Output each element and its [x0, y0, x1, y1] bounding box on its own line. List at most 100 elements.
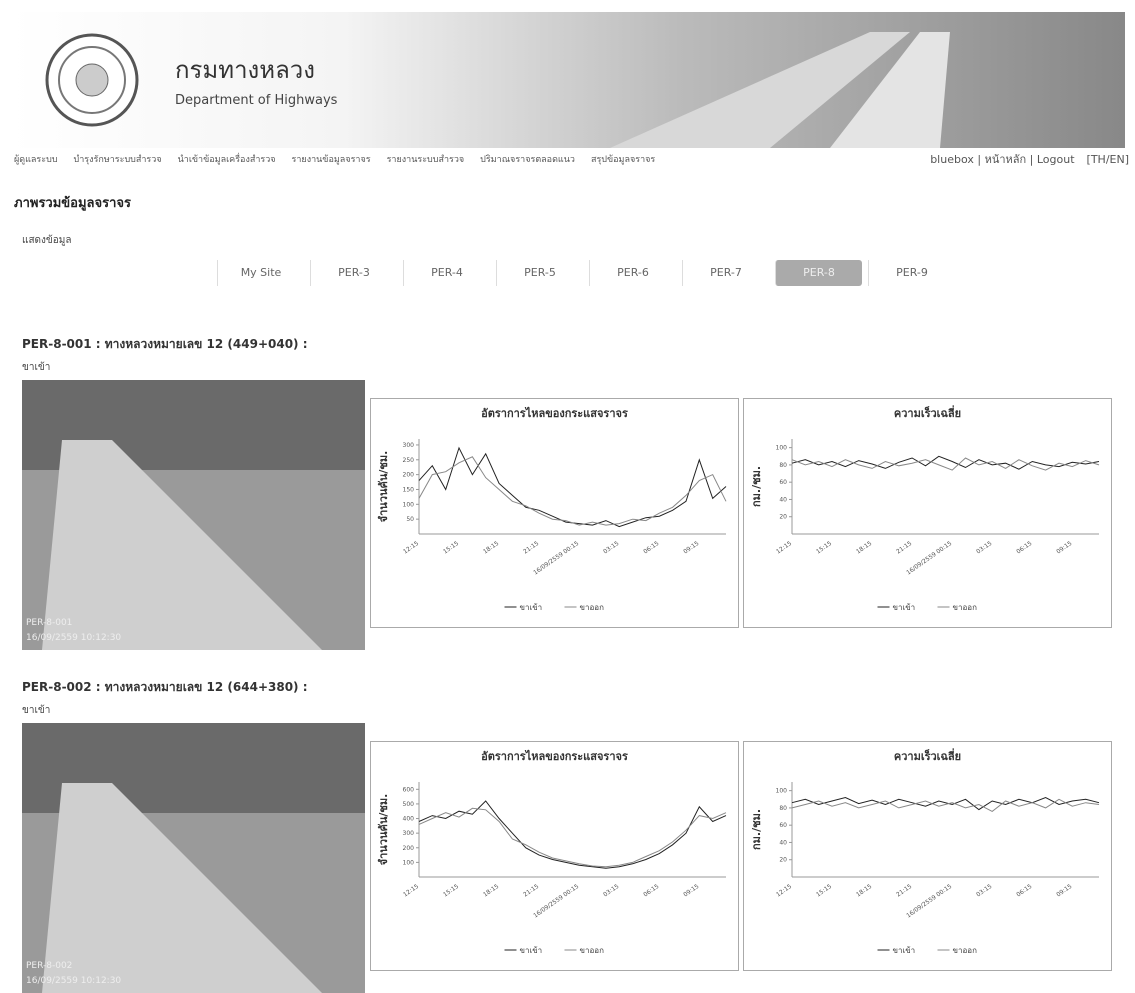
y-tick-label: 200: [403, 472, 415, 479]
x-tick-label: 03:15: [975, 883, 993, 899]
region-tab[interactable]: PER-7: [682, 260, 769, 286]
language-switch[interactable]: [TH/EN]: [1087, 153, 1129, 166]
legend-label: ขาออก: [580, 603, 605, 612]
x-tick-label: 03:15: [975, 540, 993, 556]
y-tick-label: 80: [779, 805, 787, 812]
x-tick-label: 21:15: [522, 883, 540, 899]
header-banner: กรมทางหลวง Department of Highways: [10, 12, 1125, 148]
series-line: [419, 801, 726, 868]
y-tick-label: 300: [403, 830, 415, 837]
y-tick-label: 200: [403, 845, 415, 852]
region-tab[interactable]: My Site: [217, 260, 304, 286]
chart-title: อัตราการไหลของกระแสจราจร: [481, 406, 628, 420]
site-title: PER-8-001 : ทางหลวงหมายเลข 12 (449+040) …: [22, 335, 308, 354]
x-tick-label: 15:15: [442, 883, 460, 899]
y-tick-label: 500: [403, 801, 415, 808]
x-tick-label: 06:15: [642, 883, 660, 899]
y-tick-label: 100: [776, 445, 788, 452]
legend-label: ขาออก: [953, 946, 978, 955]
x-tick-label: 06:15: [642, 540, 660, 556]
x-tick-label: 12:15: [402, 883, 420, 899]
x-tick-label: 09:15: [682, 540, 700, 556]
y-tick-label: 80: [779, 462, 787, 469]
y-tick-label: 50: [406, 516, 414, 523]
nav-item[interactable]: ปริมาณจราจรตลอดแนว: [480, 152, 575, 166]
region-tab[interactable]: PER-9: [868, 260, 955, 286]
region-tab[interactable]: PER-8: [775, 260, 862, 286]
x-tick-label: 03:15: [602, 540, 620, 556]
y-axis-label: จำนวนคัน/ชม.: [377, 451, 390, 523]
chart-panel: อัตราการไหลของกระแสจราจรจำนวนคัน/ชม. 50 10…: [370, 398, 739, 628]
y-tick-label: 60: [779, 822, 787, 829]
legend-label: ขาออก: [580, 946, 605, 955]
y-tick-label: 100: [403, 501, 415, 508]
y-tick-label: 100: [776, 788, 788, 795]
chart-title: อัตราการไหลของกระแสจราจร: [481, 749, 628, 763]
x-tick-label: 12:15: [402, 540, 420, 556]
x-tick-label: 09:15: [1055, 883, 1073, 899]
x-tick-label: 21:15: [895, 883, 913, 899]
y-tick-label: 600: [403, 786, 415, 793]
region-tab[interactable]: PER-4: [403, 260, 490, 286]
user-links[interactable]: bluebox | หน้าหลัก | Logout: [930, 150, 1074, 168]
camera-image: PER-8-001 16/09/2559 10:12:30: [22, 380, 365, 650]
x-tick-label: 09:15: [682, 883, 700, 899]
nav-bar: ผู้ดูแลระบบ บำรุงรักษาระบบสำรวจ นำเข้าข้อม…: [14, 150, 1129, 168]
nav-item[interactable]: สรุปข้อมูลจราจร: [591, 152, 655, 166]
y-tick-label: 40: [779, 839, 787, 846]
legend-label: ขาเข้า: [893, 603, 916, 612]
nav-item[interactable]: นำเข้าข้อมูลเครื่องสำรวจ: [178, 152, 276, 166]
chart: อัตราการไหลของกระแสจราจรจำนวนคัน/ชม.1002…: [371, 742, 738, 970]
camera-image: PER-8-00216/09/2559 10:12:30: [22, 723, 365, 993]
camera-id: PER-8-002: [26, 961, 72, 971]
region-tab[interactable]: PER-6: [589, 260, 676, 286]
x-tick-label: 06:15: [1015, 883, 1033, 899]
x-tick-label: 03:15: [602, 883, 620, 899]
chart-title: ความเร็วเฉลี่ย: [894, 405, 961, 420]
series-line: [419, 808, 726, 867]
direction-label: ขาเข้า: [22, 360, 50, 375]
legend-label: ขาเข้า: [520, 946, 543, 955]
nav-item[interactable]: รายงานระบบสำรวจ: [387, 152, 465, 166]
site-title: PER-8-002 : ทางหลวงหมายเลข 12 (644+380) …: [22, 678, 308, 697]
chart-panel: ความเร็วเฉลี่ยกม./ชม. 20 40 60 80 100 12:15 15:…: [743, 398, 1112, 628]
x-tick-label: 18:15: [855, 540, 873, 556]
legend-label: ขาเข้า: [520, 603, 543, 612]
y-tick-label: 300: [403, 442, 415, 449]
x-tick-label: 18:15: [482, 883, 500, 899]
x-tick-label: 21:15: [895, 540, 913, 556]
x-tick-label: 15:15: [442, 540, 460, 556]
direction-label: ขาเข้า: [22, 703, 50, 718]
filter-label: แสดงข้อมูล: [22, 233, 72, 248]
x-tick-label: 21:15: [522, 540, 540, 556]
page: กรมทางหลวง Department of Highways ผู้ดูแ…: [0, 0, 1135, 863]
site-subtitle: Department of Highways: [175, 93, 338, 108]
x-tick-label: 15:15: [815, 540, 833, 556]
y-tick-label: 20: [779, 514, 787, 521]
series-line: [419, 457, 726, 525]
x-tick-label: 12:15: [775, 540, 793, 556]
chart-title: ความเร็วเฉลี่ย: [894, 748, 961, 763]
y-tick-label: 60: [779, 479, 787, 486]
nav-item[interactable]: บำรุงรักษาระบบสำรวจ: [74, 152, 162, 166]
camera-timestamp: 16/09/2559 10:12:30: [26, 633, 121, 643]
nav-item[interactable]: รายงานข้อมูลจราจร: [292, 152, 371, 166]
y-tick-label: 150: [403, 486, 415, 493]
region-tab[interactable]: PER-5: [496, 260, 583, 286]
camera-id: PER-8-001: [26, 618, 72, 628]
nav-item[interactable]: ผู้ดูแลระบบ: [14, 152, 58, 166]
y-axis-label: กม./ชม.: [750, 466, 763, 507]
x-tick-label: 18:15: [482, 540, 500, 556]
x-tick-label: 18:15: [855, 883, 873, 899]
page-title: ภาพรวมข้อมูลจราจร: [14, 192, 131, 213]
legend-label: ขาเข้า: [893, 946, 916, 955]
site-title: กรมทางหลวง: [175, 56, 315, 84]
region-tab[interactable]: PER-3: [310, 260, 397, 286]
chart: ความเร็วเฉลี่ยกม./ชม. 20 40 60 80 100 12:15 15:…: [744, 399, 1111, 627]
logo-center: [76, 64, 108, 96]
y-tick-label: 40: [779, 496, 787, 503]
